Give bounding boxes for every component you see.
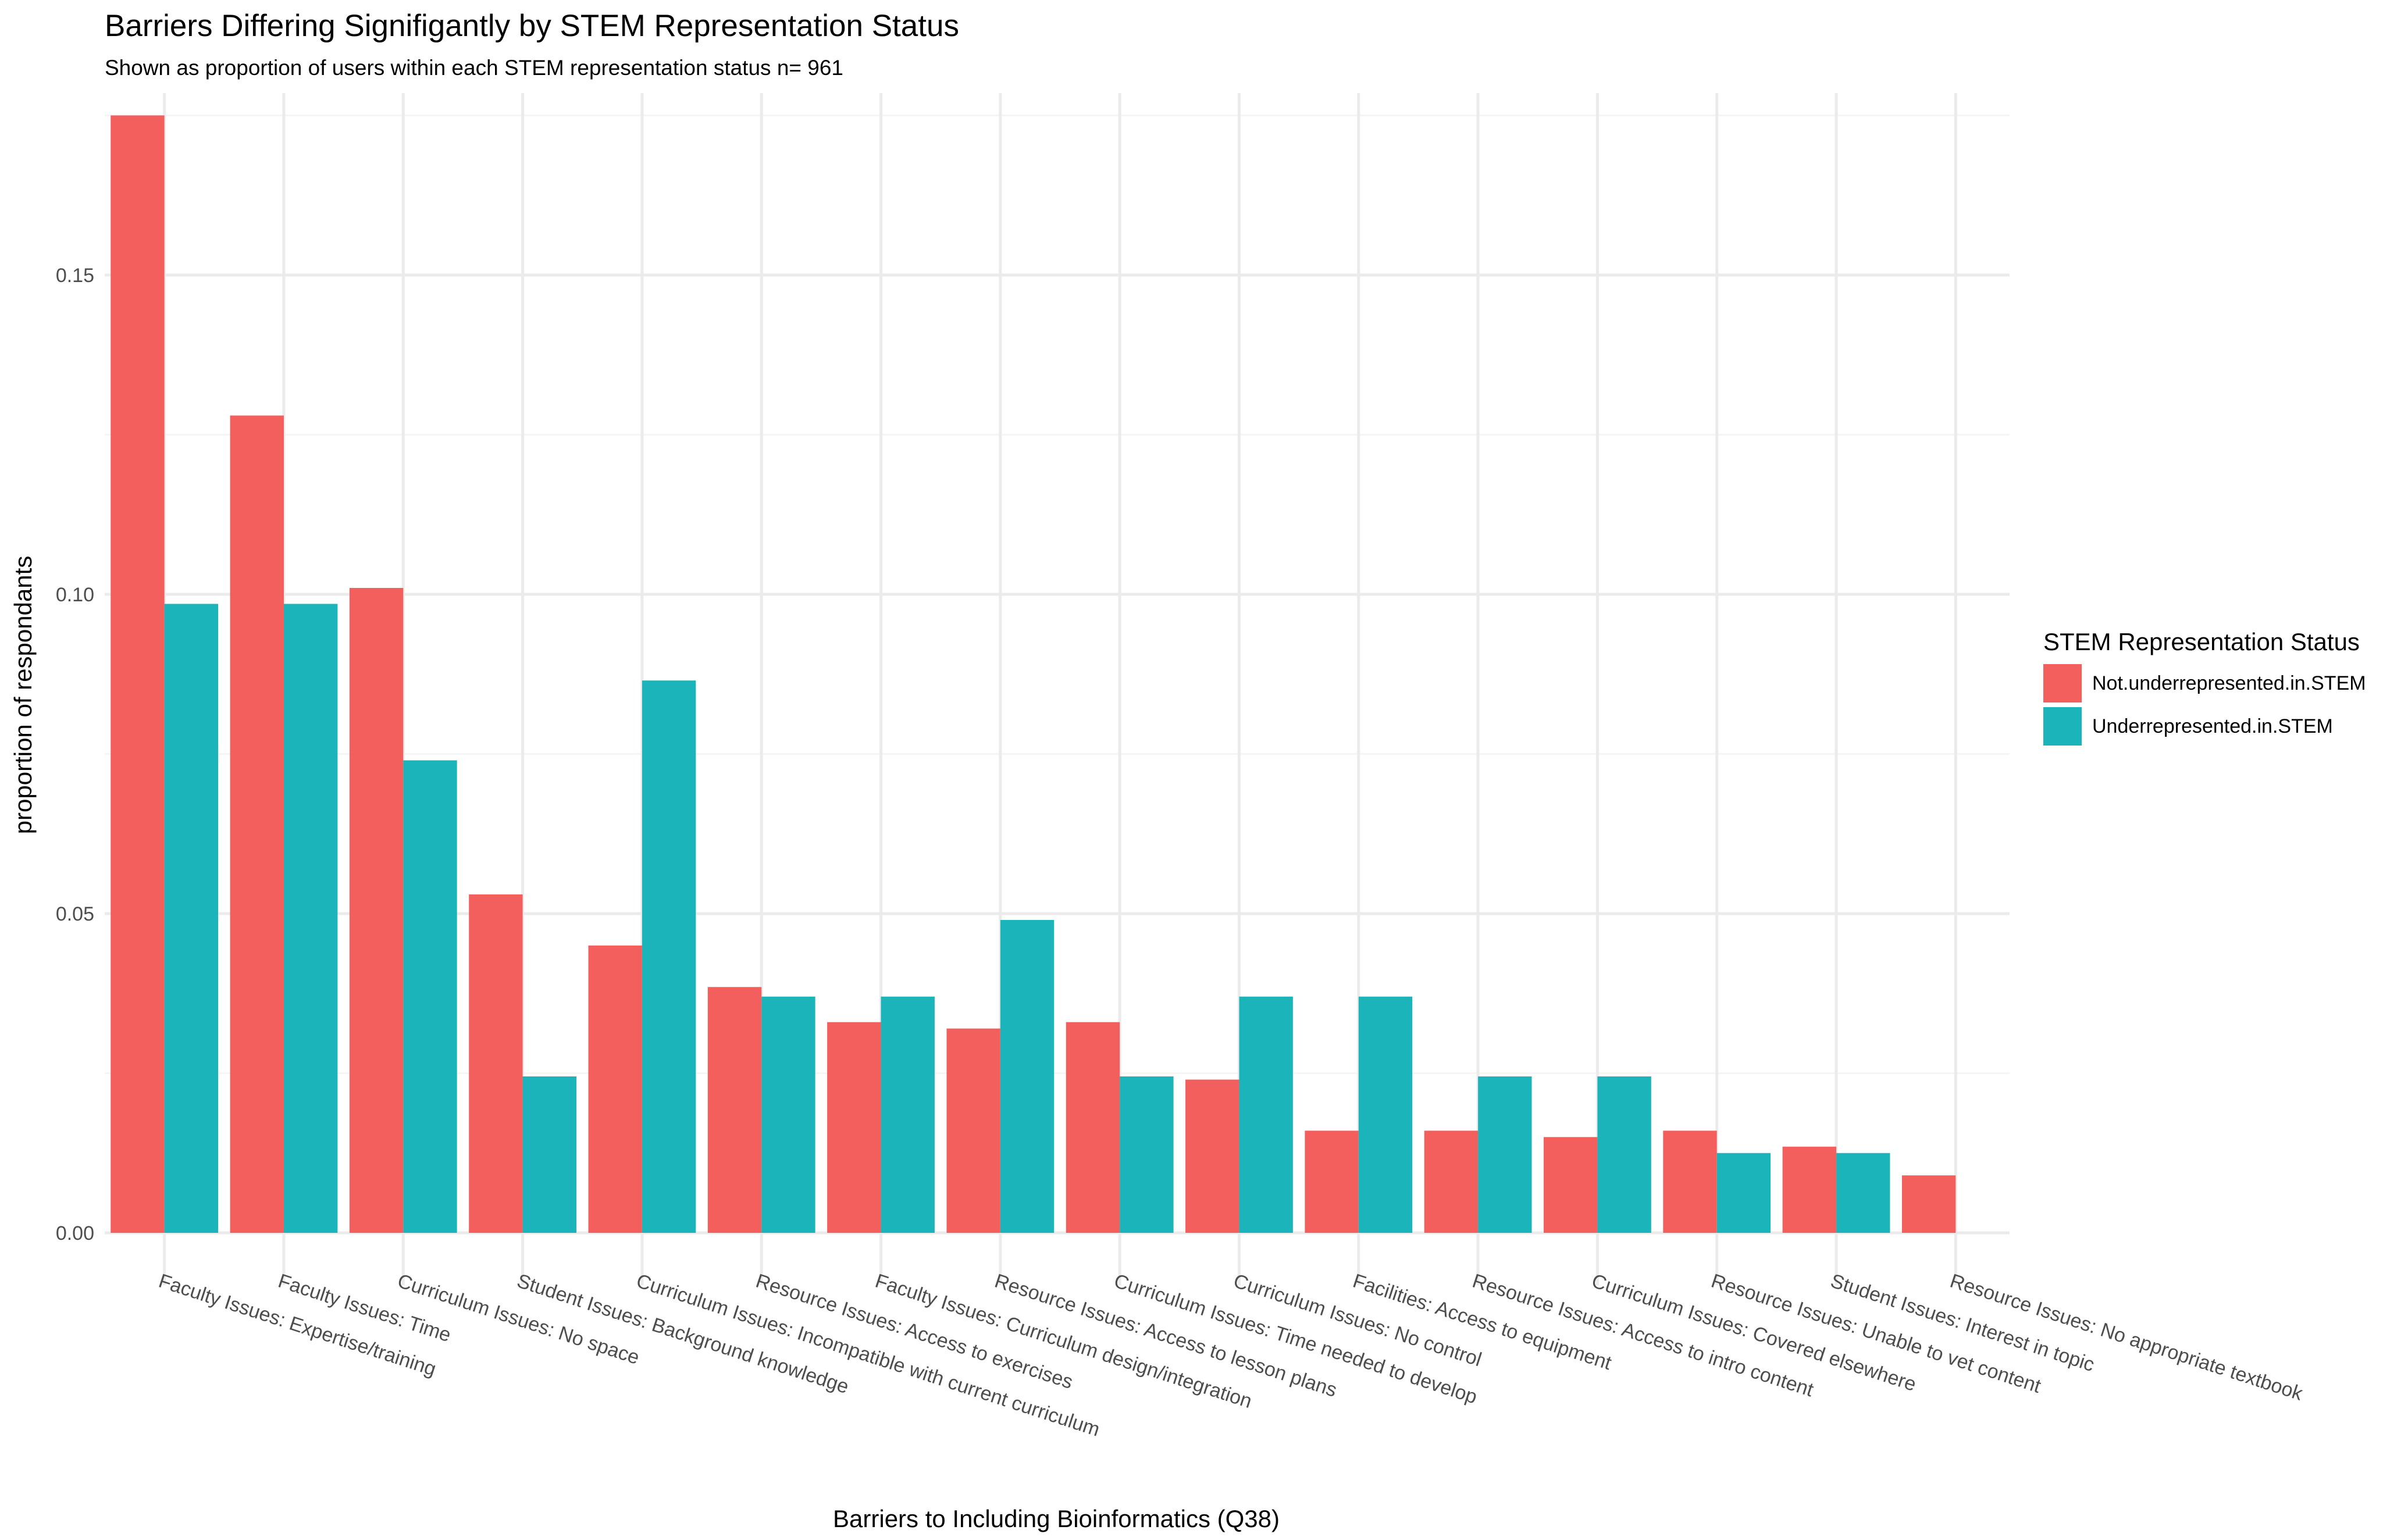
bar-underrepresented	[1836, 1153, 1890, 1233]
bar-not-underrepresented	[946, 1028, 1000, 1233]
bar-underrepresented	[1597, 1076, 1651, 1233]
legend-label-underrepresented: Underrepresented.in.STEM	[2092, 715, 2333, 737]
y-tick-label: 0.05	[56, 903, 94, 925]
y-tick-label: 0.10	[56, 584, 94, 606]
legend-label-not-underrepresented: Not.underrepresented.in.STEM	[2092, 672, 2366, 694]
chart-title: Barriers Differing Signifigantly by STEM…	[105, 9, 959, 43]
bar-not-underrepresented	[349, 587, 404, 1233]
bar-underrepresented	[1239, 996, 1293, 1233]
y-axis-ticks: 0.00 0.05 0.10 0.15	[56, 265, 94, 1244]
x-axis-ticks: Faculty Issues: Expertise/trainingFacult…	[156, 1269, 2306, 1440]
legend: STEM Representation Status Not.underrepr…	[2043, 628, 2366, 746]
chart-subtitle: Shown as proportion of users within each…	[105, 56, 843, 80]
bar-not-underrepresented	[1185, 1079, 1239, 1233]
bar-not-underrepresented	[827, 1022, 881, 1233]
bar-not-underrepresented	[1901, 1175, 1956, 1233]
bar-underrepresented	[881, 996, 935, 1233]
bar-not-underrepresented	[707, 987, 762, 1233]
x-axis-title: Barriers to Including Bioinformatics (Q3…	[833, 1505, 1280, 1532]
bar-underrepresented	[403, 760, 457, 1233]
bar-underrepresented	[1358, 996, 1413, 1233]
bar-underrepresented	[1000, 919, 1055, 1233]
bar-underrepresented	[642, 680, 696, 1233]
bar-not-underrepresented	[230, 415, 284, 1233]
legend-swatch-not-underrepresented	[2043, 664, 2082, 702]
bar-not-underrepresented	[469, 894, 523, 1233]
bar-underrepresented	[1120, 1076, 1174, 1233]
bar-underrepresented	[1716, 1153, 1771, 1233]
y-tick-label: 0.00	[56, 1222, 94, 1244]
bar-underrepresented	[761, 996, 815, 1233]
bar-underrepresented	[164, 604, 219, 1233]
bar-not-underrepresented	[111, 115, 165, 1233]
bar-underrepresented	[1478, 1076, 1532, 1233]
bar-underrepresented	[283, 604, 338, 1233]
y-tick-label: 0.15	[56, 265, 94, 287]
bar-not-underrepresented	[588, 945, 642, 1233]
y-axis-title: proportion of respondants	[9, 556, 37, 835]
bar-not-underrepresented	[1066, 1022, 1120, 1233]
legend-title: STEM Representation Status	[2043, 628, 2360, 655]
bars	[111, 115, 1956, 1233]
bar-not-underrepresented	[1544, 1137, 1598, 1233]
bar-not-underrepresented	[1782, 1146, 1837, 1233]
legend-swatch-underrepresented	[2043, 707, 2082, 746]
bar-not-underrepresented	[1663, 1131, 1717, 1233]
bar-not-underrepresented	[1424, 1131, 1479, 1233]
bar-not-underrepresented	[1305, 1131, 1359, 1233]
bar-underrepresented	[522, 1076, 576, 1233]
